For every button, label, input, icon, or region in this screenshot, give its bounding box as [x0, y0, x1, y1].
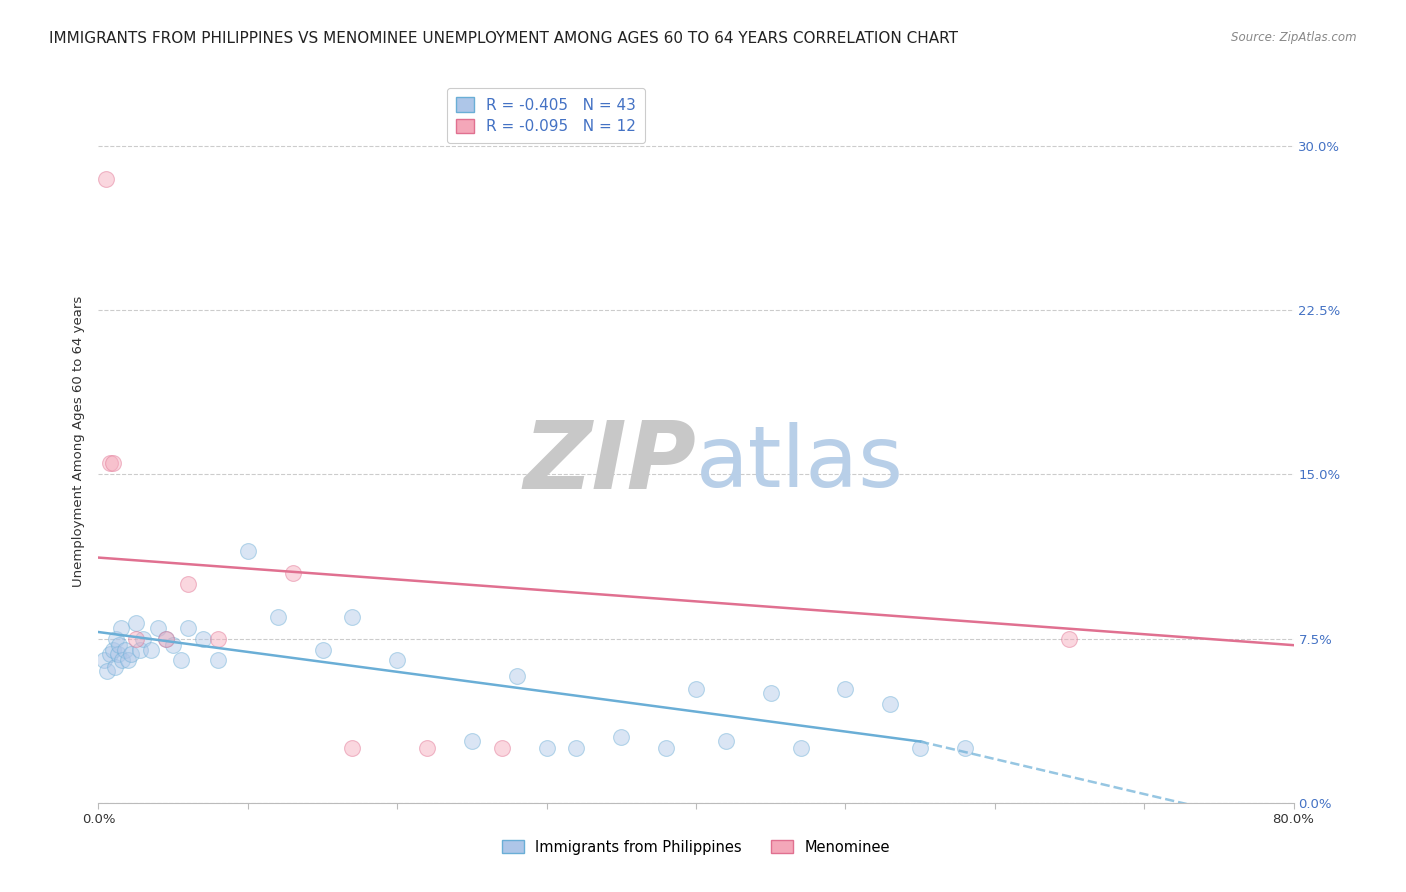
Point	[98, 647, 122, 661]
Point	[114, 642, 136, 657]
Point	[191, 632, 214, 646]
Point	[103, 457, 125, 471]
Point	[879, 698, 901, 712]
Point	[491, 741, 513, 756]
Point	[834, 681, 856, 696]
Point	[98, 457, 122, 471]
Text: ZIP: ZIP	[523, 417, 696, 509]
Point	[169, 653, 191, 667]
Point	[281, 566, 304, 580]
Point	[416, 741, 439, 756]
Point	[506, 669, 529, 683]
Point	[207, 653, 229, 667]
Point	[162, 638, 184, 652]
Text: Source: ZipAtlas.com: Source: ZipAtlas.com	[1232, 31, 1357, 45]
Point	[1059, 632, 1081, 646]
Point	[155, 632, 177, 646]
Point	[111, 653, 134, 667]
Point	[759, 686, 782, 700]
Point	[789, 741, 811, 756]
Y-axis label: Unemployment Among Ages 60 to 64 years: Unemployment Among Ages 60 to 64 years	[72, 296, 86, 587]
Legend: Immigrants from Philippines, Menominee: Immigrants from Philippines, Menominee	[496, 834, 896, 861]
Point	[139, 642, 162, 657]
Point	[155, 632, 177, 646]
Point	[342, 741, 364, 756]
Point	[536, 741, 558, 756]
Point	[107, 647, 129, 661]
Point	[267, 609, 290, 624]
Text: IMMIGRANTS FROM PHILIPPINES VS MENOMINEE UNEMPLOYMENT AMONG AGES 60 TO 64 YEARS : IMMIGRANTS FROM PHILIPPINES VS MENOMINEE…	[49, 31, 959, 46]
Text: atlas: atlas	[696, 422, 904, 505]
Point	[117, 653, 139, 667]
Point	[148, 621, 170, 635]
Point	[96, 665, 118, 679]
Point	[565, 741, 588, 756]
Point	[105, 632, 128, 646]
Point	[120, 647, 142, 661]
Point	[342, 609, 364, 624]
Point	[714, 734, 737, 748]
Point	[236, 544, 259, 558]
Point	[129, 642, 152, 657]
Point	[177, 577, 200, 591]
Point	[177, 621, 200, 635]
Point	[125, 616, 148, 631]
Point	[94, 171, 117, 186]
Point	[104, 660, 127, 674]
Point	[93, 653, 115, 667]
Point	[685, 681, 707, 696]
Point	[953, 741, 976, 756]
Point	[461, 734, 484, 748]
Point	[103, 642, 125, 657]
Point	[125, 632, 148, 646]
Point	[385, 653, 409, 667]
Point	[207, 632, 229, 646]
Point	[610, 730, 633, 744]
Point	[655, 741, 678, 756]
Point	[908, 741, 931, 756]
Point	[132, 632, 155, 646]
Point	[311, 642, 333, 657]
Point	[110, 621, 132, 635]
Point	[108, 638, 131, 652]
